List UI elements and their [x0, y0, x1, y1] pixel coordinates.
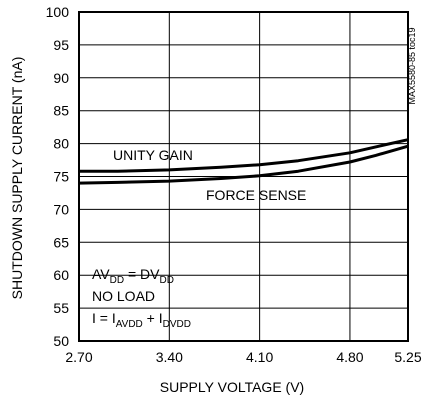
- y-tick-labels: 50 55 60 65 70 75 80 85 90 95 100: [46, 4, 70, 349]
- y-tick-label: 55: [53, 300, 69, 316]
- x-tick-labels: 2.70 3.40 4.10 4.80 5.25: [65, 349, 421, 365]
- y-tick-label: 65: [53, 234, 69, 250]
- series-layer: [78, 138, 409, 185]
- y-axis-title: SHUTDOWN SUPPLY CURRENT (nA): [9, 57, 25, 300]
- y-tick-label: 90: [53, 70, 69, 86]
- condition-load: NO LOAD: [92, 288, 155, 304]
- x-tick-label: 4.80: [336, 349, 363, 365]
- y-tick-label: 70: [53, 201, 69, 217]
- y-tick-label: 50: [53, 333, 69, 349]
- x-tick-label: 5.25: [394, 349, 421, 365]
- y-tick-label: 85: [53, 103, 69, 119]
- x-tick-label: 2.70: [65, 349, 92, 365]
- y-tick-label: 100: [46, 4, 70, 20]
- y-tick-label: 95: [53, 37, 69, 53]
- figure-code-label: MAX5580-85 toc19: [407, 27, 417, 104]
- y-tick-label: 75: [53, 169, 69, 185]
- condition-current: I = IAVDD + IDVDD: [92, 310, 191, 330]
- x-tick-label: 4.10: [246, 349, 273, 365]
- series-label-unity-gain: UNITY GAIN: [113, 147, 193, 163]
- series-line-unity-gain: [79, 138, 409, 173]
- y-tick-label: 60: [53, 267, 69, 283]
- y-tick-label: 80: [53, 136, 69, 152]
- x-tick-label: 3.40: [156, 349, 183, 365]
- series-label-force-sense: FORCE SENSE: [206, 187, 306, 203]
- plot-frame: [78, 11, 409, 342]
- x-axis-title: SUPPLY VOLTAGE (V): [160, 379, 304, 395]
- series-line-force-sense: [78, 144, 409, 185]
- condition-supply: AVDD = DVDD: [92, 266, 174, 286]
